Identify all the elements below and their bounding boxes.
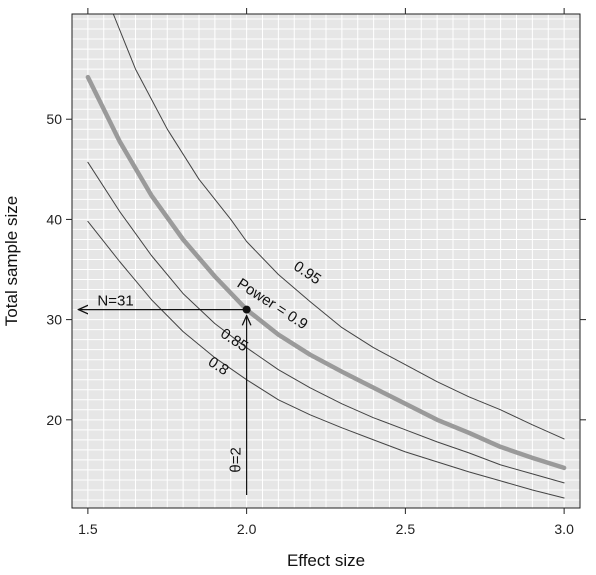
n-label: N=31	[97, 293, 133, 310]
plot-frame	[71, 13, 581, 509]
solution-point	[242, 305, 251, 314]
y-tick-label: 30	[46, 312, 62, 328]
annotations: N=31 θ=2	[78, 293, 250, 495]
x-tick-label: 2.0	[237, 521, 257, 537]
y-tick-label: 20	[46, 412, 62, 428]
x-tick-label: 1.5	[78, 521, 98, 537]
x-tick-label: 2.5	[396, 521, 416, 537]
power-curve-3	[87, 220, 565, 499]
power-curves	[85, 14, 567, 499]
x-axis-title: Effect size	[287, 551, 365, 570]
power-curve-2	[87, 161, 565, 484]
power-curve-0	[112, 14, 565, 440]
axis-ticks: 1.5 2.0 2.5 3.0 20 30 40 50	[46, 8, 586, 537]
y-tick-label: 40	[46, 211, 62, 227]
x-tick-label: 3.0	[554, 521, 574, 537]
y-tick-label: 50	[46, 111, 62, 127]
power-curve-1	[85, 74, 567, 471]
gridlines	[71, 14, 581, 508]
theta-label: θ=2	[228, 447, 245, 472]
y-axis-title: Total sample size	[2, 196, 21, 326]
